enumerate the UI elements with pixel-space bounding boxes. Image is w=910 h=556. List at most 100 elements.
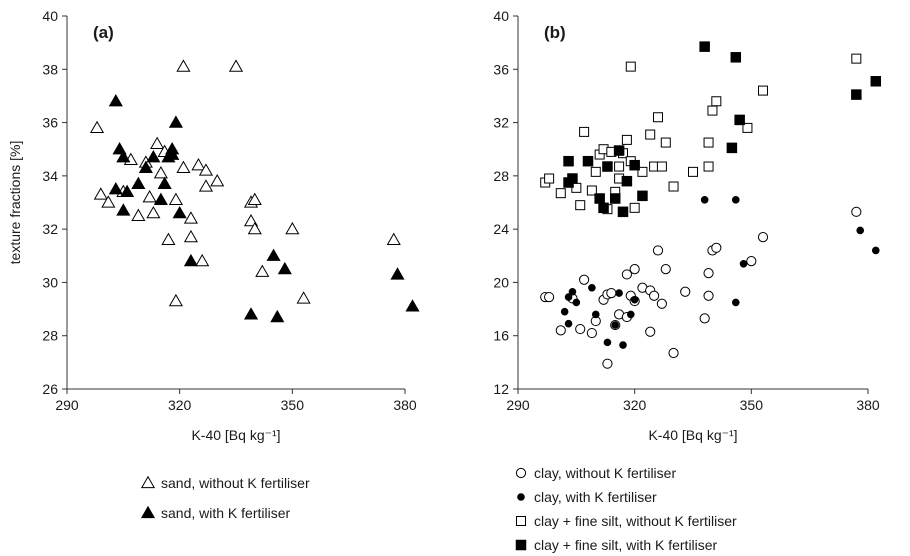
data-point xyxy=(656,298,667,309)
data-point xyxy=(603,338,612,347)
x-tick-label: 350 xyxy=(740,397,764,413)
data-point xyxy=(637,190,648,202)
legend: sand, without K fertiliser sand, with K f… xyxy=(140,475,310,521)
data-point xyxy=(210,173,225,187)
data-point xyxy=(108,94,123,107)
legend-entry: clay, without K fertiliser xyxy=(534,465,676,481)
data-point xyxy=(707,105,718,116)
data-point xyxy=(630,295,639,304)
data-point xyxy=(590,166,601,177)
data-point xyxy=(742,122,753,133)
data-point xyxy=(758,85,768,96)
legend-entry: sand, without K fertiliser xyxy=(161,475,310,491)
legend-entry: clay + fine silt, without K fertiliser xyxy=(534,513,737,529)
data-point xyxy=(390,267,405,280)
data-point xyxy=(586,327,597,339)
data-point xyxy=(247,221,262,235)
data-point xyxy=(168,192,183,205)
data-point xyxy=(564,293,573,301)
data-point xyxy=(243,307,259,320)
data-point xyxy=(703,137,714,148)
data-point xyxy=(176,160,191,174)
legend-entry: clay + fine silt, with K fertiliser xyxy=(534,537,718,553)
data-point xyxy=(195,253,210,267)
data-point xyxy=(680,286,691,297)
data-point xyxy=(602,161,613,172)
data-point xyxy=(131,208,146,221)
data-point xyxy=(157,176,172,189)
legend-entry: sand, with K fertiliser xyxy=(161,505,290,521)
x-axis-title: K-40 [Bq kg⁻¹] xyxy=(191,427,280,443)
data-point xyxy=(703,290,714,301)
data-point xyxy=(699,41,710,52)
data-point xyxy=(142,189,157,203)
data-point xyxy=(629,202,640,213)
data-point xyxy=(386,232,401,245)
data-point xyxy=(870,76,882,87)
data-point xyxy=(255,264,270,277)
series-filled-circle xyxy=(560,196,880,349)
data-point xyxy=(731,196,740,204)
data-point xyxy=(703,268,714,279)
data-point xyxy=(660,264,671,275)
data-point xyxy=(266,248,281,261)
data-point xyxy=(602,358,613,369)
legend-marker xyxy=(515,539,527,551)
data-point xyxy=(746,256,757,267)
data-point xyxy=(198,163,214,176)
data-point xyxy=(653,112,663,123)
data-point xyxy=(619,341,627,349)
panel-label: (a) xyxy=(93,23,114,42)
y-tick-label: 40 xyxy=(42,8,58,24)
y-tick-label: 20 xyxy=(493,274,509,290)
data-point xyxy=(116,203,131,216)
data-point xyxy=(146,205,161,219)
legend-marker xyxy=(140,505,156,519)
data-point xyxy=(183,229,198,243)
data-point xyxy=(116,149,131,163)
legend-entry: clay, with K fertiliser xyxy=(534,489,657,505)
data-point xyxy=(629,264,640,275)
y-tick-label: 12 xyxy=(493,381,509,397)
data-point xyxy=(614,161,625,172)
data-point xyxy=(621,175,633,187)
data-point xyxy=(598,202,609,214)
x-axis-title: K-40 [Bq kg⁻¹] xyxy=(648,427,737,443)
data-point xyxy=(131,176,146,189)
data-point xyxy=(579,274,590,285)
data-point xyxy=(734,114,745,126)
data-point xyxy=(730,52,742,63)
data-point xyxy=(711,242,722,253)
data-point xyxy=(544,291,555,303)
y-axis-title: texture fractions [%] xyxy=(7,141,23,265)
data-point xyxy=(93,187,108,200)
series-open-triangle xyxy=(89,59,401,307)
x-tick-label: 290 xyxy=(55,397,79,413)
data-point xyxy=(703,161,714,172)
data-point xyxy=(285,221,300,235)
y-tick-label: 40 xyxy=(493,8,509,24)
x-tick-label: 290 xyxy=(506,397,530,413)
y-tick-label: 26 xyxy=(42,381,58,397)
x-tick-label: 380 xyxy=(856,397,880,413)
data-point xyxy=(161,232,176,245)
data-point xyxy=(198,179,214,192)
legend: clay, without K fertiliser clay, with K f… xyxy=(515,465,737,553)
data-point xyxy=(108,181,123,195)
legend-marker xyxy=(516,516,526,526)
data-point xyxy=(588,283,596,292)
data-point xyxy=(699,313,710,324)
y-tick-label: 30 xyxy=(42,274,58,290)
data-point xyxy=(183,253,198,267)
data-point xyxy=(172,205,187,219)
data-point xyxy=(617,206,629,218)
data-point xyxy=(138,160,153,174)
data-point xyxy=(277,261,292,275)
data-point xyxy=(153,192,168,205)
data-point xyxy=(629,159,640,171)
legend-marker xyxy=(515,467,527,479)
y-tick-label: 32 xyxy=(493,115,509,131)
legend-marker xyxy=(140,475,156,489)
data-point xyxy=(572,298,581,307)
